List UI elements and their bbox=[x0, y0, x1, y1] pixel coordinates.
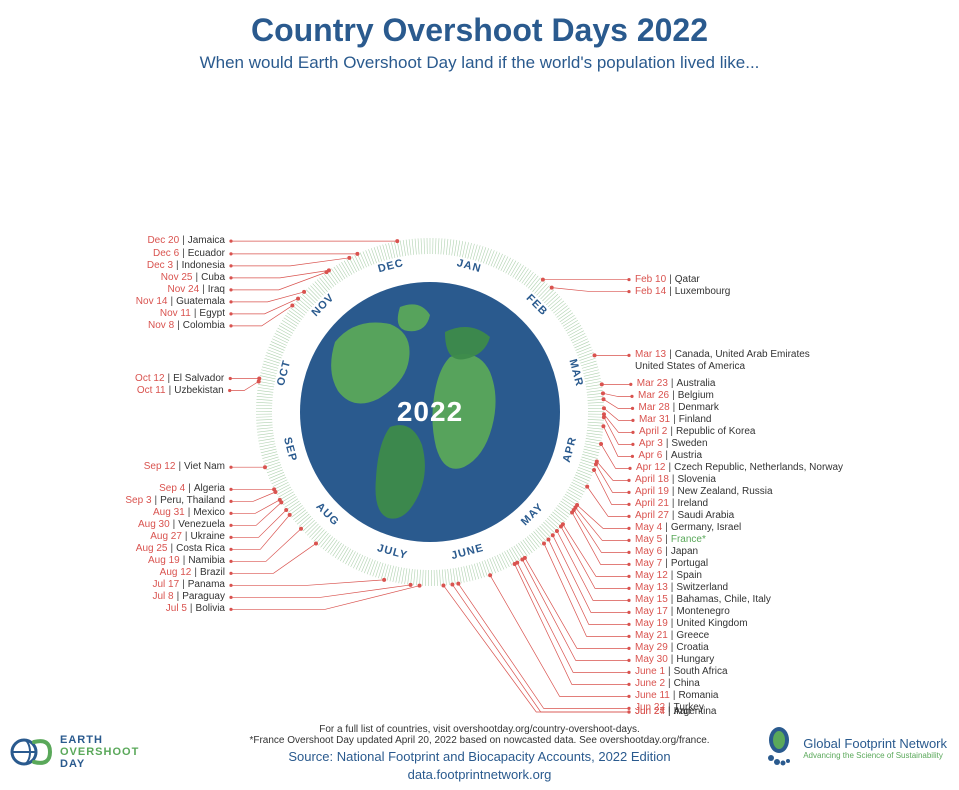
svg-text:JUNE: JUNE bbox=[450, 542, 485, 562]
country-entry: Jul 8|Paraguay bbox=[152, 591, 225, 603]
radial-diagram: JAN FEB MAR APR MAY JUNE JULY AUG SEP OCT NOV DEC bbox=[0, 12, 959, 790]
footer-source2: data.footprintnetwork.org bbox=[0, 767, 959, 782]
country-entry: June 11|Romania bbox=[635, 690, 718, 702]
country-entry: Dec 6|Ecuador bbox=[153, 248, 225, 260]
country-entry: Mar 13|Canada, United Arab EmiratesUnite… bbox=[635, 349, 810, 373]
country-entry: May 12|Spain bbox=[635, 570, 702, 582]
country-entry: April 21|Ireland bbox=[635, 498, 708, 510]
country-entry: Nov 24|Iraq bbox=[167, 284, 225, 296]
country-entry: April 19|New Zealand, Russia bbox=[635, 486, 773, 498]
country-entry: Nov 8|Colombia bbox=[148, 320, 225, 332]
country-entry: April 27|Saudi Arabia bbox=[635, 510, 734, 522]
country-entry: May 13|Switzerland bbox=[635, 582, 728, 594]
country-entry: Mar 31|Finland bbox=[639, 414, 712, 426]
page-subtitle: When would Earth Overshoot Day land if t… bbox=[0, 53, 959, 73]
country-entry: May 21|Greece bbox=[635, 630, 709, 642]
svg-text:NOV: NOV bbox=[309, 291, 336, 318]
country-entry: Aug 27|Ukraine bbox=[150, 531, 225, 543]
footer-line2: *France Overshoot Day updated April 20, … bbox=[0, 735, 959, 746]
country-entry: Jun 27|Iran bbox=[635, 706, 691, 718]
footer: For a full list of countries, visit over… bbox=[0, 724, 959, 782]
country-entry: Apr 12|Czech Republic, Netherlands, Norw… bbox=[636, 462, 843, 474]
country-entry: Mar 23|Australia bbox=[637, 378, 716, 390]
country-entry: May 7|Portugal bbox=[635, 558, 708, 570]
country-entry: Dec 20|Jamaica bbox=[147, 235, 225, 247]
country-entry: Sep 3|Peru, Thailand bbox=[125, 495, 225, 507]
country-entry: Nov 25|Cuba bbox=[161, 272, 225, 284]
country-entry: June 1|South Africa bbox=[635, 666, 728, 678]
country-entry: Dec 3|Indonesia bbox=[147, 260, 225, 272]
country-entry: Aug 25|Costa Rica bbox=[136, 543, 225, 555]
svg-text:SEP: SEP bbox=[281, 436, 299, 463]
country-entry: Nov 14|Guatemala bbox=[136, 296, 225, 308]
country-entry: June 2|China bbox=[635, 678, 700, 690]
country-entry: May 5|France* bbox=[635, 534, 706, 546]
svg-text:OCT: OCT bbox=[275, 359, 293, 387]
country-entry: May 29|Croatia bbox=[635, 642, 709, 654]
country-entry: Feb 14|Luxembourg bbox=[635, 286, 730, 298]
footer-line1: For a full list of countries, visit over… bbox=[0, 724, 959, 735]
country-entry: May 19|United Kingdom bbox=[635, 618, 748, 630]
svg-text:AUG: AUG bbox=[314, 501, 342, 529]
country-entry: Feb 10|Qatar bbox=[635, 274, 700, 286]
svg-text:JAN: JAN bbox=[455, 257, 482, 275]
country-entry: Aug 31|Mexico bbox=[153, 507, 225, 519]
page-title: Country Overshoot Days 2022 bbox=[0, 12, 959, 49]
svg-text:APR: APR bbox=[561, 435, 579, 463]
svg-text:MAR: MAR bbox=[566, 358, 585, 388]
country-entry: Apr 3|Sweden bbox=[639, 438, 708, 450]
country-entry: May 6|Japan bbox=[635, 546, 698, 558]
country-entry: Jul 17|Panama bbox=[152, 579, 225, 591]
country-entry: April 18|Slovenia bbox=[635, 474, 716, 486]
svg-text:FEB: FEB bbox=[524, 292, 550, 318]
country-entry: Aug 19|Namibia bbox=[148, 555, 225, 567]
country-entry: May 17|Montenegro bbox=[635, 606, 730, 618]
country-entry: Oct 11|Uzbekistan bbox=[137, 385, 224, 397]
svg-text:JULY: JULY bbox=[376, 542, 409, 562]
country-entry: Aug 30|Venezuela bbox=[138, 519, 225, 531]
country-entry: May 15|Bahamas, Chile, Italy bbox=[635, 594, 771, 606]
country-entry: Mar 28|Denmark bbox=[639, 402, 719, 414]
globe-year-label: 2022 bbox=[397, 396, 463, 428]
country-entry: Sep 4|Algeria bbox=[159, 483, 225, 495]
country-entry: May 30|Hungary bbox=[635, 654, 714, 666]
svg-text:DEC: DEC bbox=[377, 257, 405, 275]
country-entry: Nov 11|Egypt bbox=[160, 308, 225, 320]
country-entry: Apr 6|Austria bbox=[638, 450, 702, 462]
country-entry: May 4|Germany, Israel bbox=[635, 522, 741, 534]
country-entry: Aug 12|Brazil bbox=[160, 567, 225, 579]
country-entry: Jul 5|Bolivia bbox=[166, 603, 225, 615]
footer-source1: Source: National Footprint and Biocapaci… bbox=[0, 749, 959, 764]
country-entry: Oct 12|El Salvador bbox=[135, 373, 224, 385]
country-entry: Sep 12|Viet Nam bbox=[144, 461, 225, 473]
country-entry: Mar 26|Belgium bbox=[638, 390, 714, 402]
country-entry: April 2|Republic of Korea bbox=[639, 426, 755, 438]
svg-text:MAY: MAY bbox=[519, 501, 546, 528]
